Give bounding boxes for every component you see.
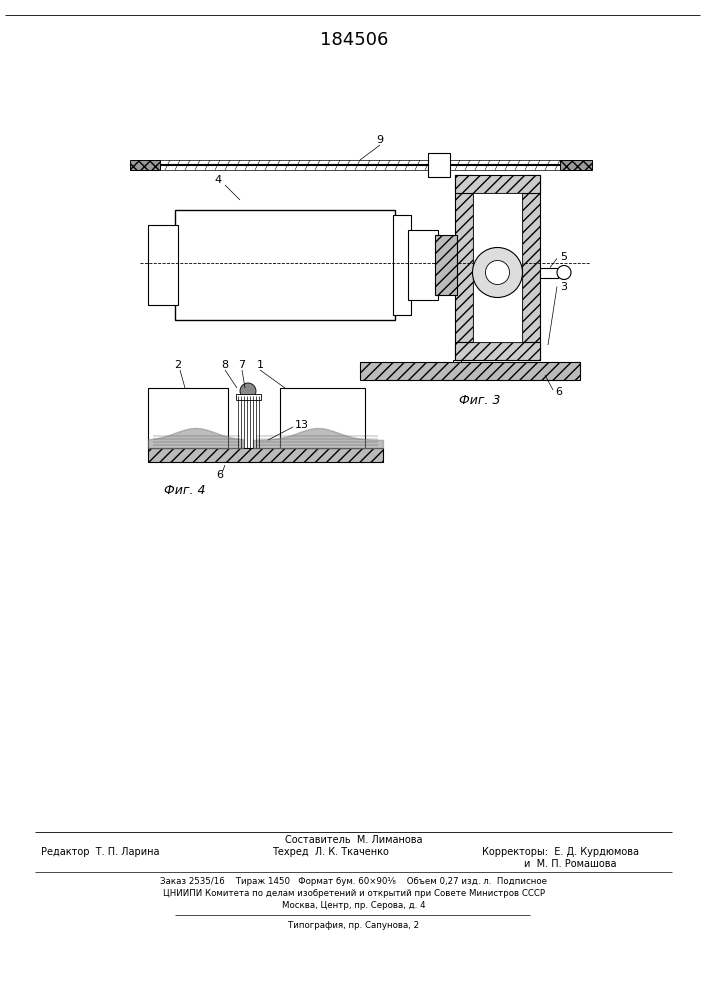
Bar <box>175 210 395 320</box>
Circle shape <box>240 383 256 399</box>
Text: 1: 1 <box>560 267 567 277</box>
Text: 9: 9 <box>376 135 384 145</box>
Bar <box>360 362 580 380</box>
Bar <box>428 153 450 177</box>
Bar <box>435 235 457 295</box>
Text: 3: 3 <box>560 282 567 292</box>
Bar <box>473 193 522 342</box>
Circle shape <box>472 247 522 298</box>
Bar <box>236 394 261 400</box>
Text: 2: 2 <box>175 360 182 370</box>
Text: Фиг. 4: Фиг. 4 <box>164 484 206 496</box>
Bar <box>280 388 365 448</box>
Text: 184506: 184506 <box>320 31 388 49</box>
Bar <box>455 175 473 360</box>
Text: Москва, Центр, пр. Серова, д. 4: Москва, Центр, пр. Серова, д. 4 <box>282 900 426 910</box>
Bar <box>455 342 540 360</box>
Text: Редактор  Т. П. Ларина: Редактор Т. П. Ларина <box>41 847 159 857</box>
Text: Фиг. 3: Фиг. 3 <box>460 393 501 406</box>
Bar <box>130 160 160 170</box>
Text: 7: 7 <box>238 360 245 370</box>
Text: и  М. П. Ромашова: и М. П. Ромашова <box>524 859 617 869</box>
Text: 13: 13 <box>295 420 309 430</box>
Text: 1: 1 <box>257 360 264 370</box>
Text: Заказ 2535/16    Тираж 1450   Формат бум. 60×90¹⁄₈    Объем 0,27 изд. л.  Подпис: Заказ 2535/16 Тираж 1450 Формат бум. 60×… <box>160 878 547 886</box>
Bar <box>455 175 540 193</box>
Text: 4: 4 <box>214 175 221 185</box>
Bar <box>522 175 540 360</box>
Text: ЦНИИПИ Комитета по делам изобретений и открытий при Совете Министров СССР: ЦНИИПИ Комитета по делам изобретений и о… <box>163 890 545 898</box>
Bar <box>148 388 228 448</box>
Bar <box>540 267 558 277</box>
Circle shape <box>486 260 510 284</box>
Bar <box>560 160 592 170</box>
Text: Типография, пр. Сапунова, 2: Типография, пр. Сапунова, 2 <box>288 920 419 930</box>
Bar <box>148 448 383 462</box>
Circle shape <box>557 265 571 279</box>
Bar <box>453 360 461 362</box>
Text: 6: 6 <box>216 470 223 480</box>
Bar <box>393 215 411 315</box>
Text: 6: 6 <box>555 387 562 397</box>
Text: Составитель  М. Лиманова: Составитель М. Лиманова <box>285 835 423 845</box>
Text: Корректоры:  Е. Д. Курдюмова: Корректоры: Е. Д. Курдюмова <box>481 847 638 857</box>
Text: 8: 8 <box>221 360 228 370</box>
Bar <box>408 230 438 300</box>
Bar <box>148 225 178 305</box>
Text: Техред  Л. К. Ткаченко: Техред Л. К. Ткаченко <box>271 847 388 857</box>
Text: 5: 5 <box>560 252 567 262</box>
